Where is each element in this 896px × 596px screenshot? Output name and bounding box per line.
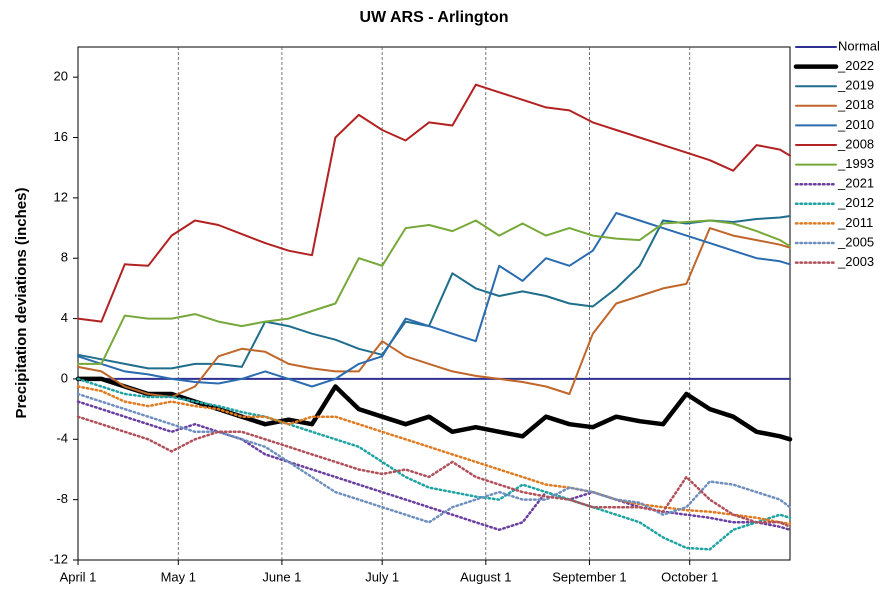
legend-label: Normal: [838, 38, 880, 53]
series-line: [76, 385, 792, 526]
legend-label: _2010: [837, 117, 874, 132]
legend-label: _2021: [837, 176, 874, 191]
legend-label: _2008: [837, 136, 874, 151]
x-tick-label: October 1: [661, 569, 718, 584]
y-tick-label: -8: [56, 491, 68, 506]
series-line: [77, 83, 791, 323]
series-line: [75, 376, 793, 442]
series-line: [76, 377, 792, 551]
chart-title: UW ARS - Arlington: [359, 9, 508, 26]
y-tick-label: 4: [61, 310, 68, 325]
y-axis-label: Precipitation deviations (inches): [13, 188, 30, 419]
x-tick-label: September 1: [552, 569, 626, 584]
y-tick-label: 20: [54, 69, 68, 84]
legend-label: _2012: [837, 195, 874, 210]
series-line: [76, 415, 792, 529]
series-line: [77, 212, 791, 388]
series-line: [77, 219, 791, 365]
legend-label: _2003: [837, 254, 874, 269]
legend-label: _1993: [837, 156, 874, 171]
y-tick-label: 8: [61, 250, 68, 265]
x-tick-label: April 1: [60, 569, 97, 584]
y-tick-label: 12: [54, 189, 68, 204]
legend-label: _2005: [837, 234, 874, 249]
series-line: [76, 392, 792, 524]
y-tick-label: -4: [56, 431, 68, 446]
x-tick-label: May 1: [161, 569, 196, 584]
legend-label: _2022: [837, 58, 874, 73]
legend-label: _2019: [837, 78, 874, 93]
x-tick-label: June 1: [262, 569, 301, 584]
legend-label: _2011: [837, 215, 873, 230]
y-tick-label: 0: [61, 370, 68, 385]
y-tick-label: 16: [54, 129, 68, 144]
legend-label: _2018: [837, 97, 874, 112]
x-tick-label: July 1: [365, 569, 399, 584]
series-line: [77, 215, 791, 370]
series-line: [76, 400, 792, 532]
y-tick-label: -12: [49, 551, 68, 566]
x-tick-label: August 1: [460, 569, 511, 584]
plot-frame: [77, 46, 791, 561]
